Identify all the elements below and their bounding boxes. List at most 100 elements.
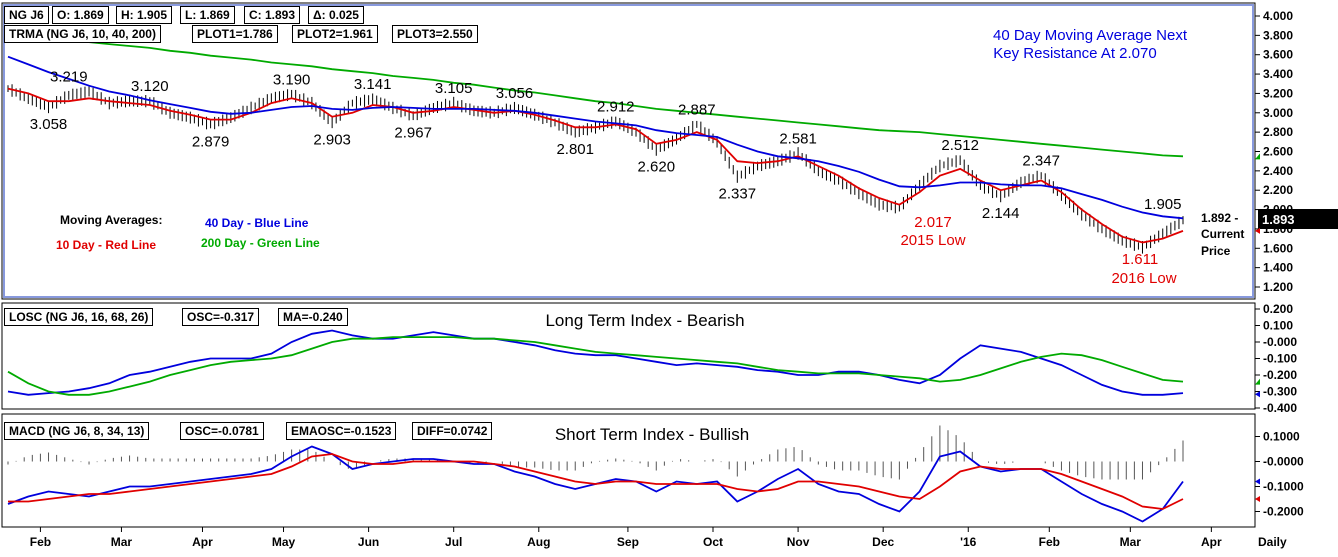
price-axis-tick-label: 3.600 bbox=[1263, 48, 1293, 62]
price-axis-tick-label: 1.200 bbox=[1263, 280, 1293, 294]
hdr4-field: MACD (NG J6, 8, 34, 13) bbox=[4, 422, 150, 440]
losc-line-blue bbox=[7, 329, 1184, 396]
value-label: 2.337 bbox=[719, 186, 757, 203]
month-label: Mar bbox=[111, 535, 133, 549]
hdr2-field: PLOT2=1.961 bbox=[292, 25, 378, 43]
price-axis-tick-label: 1.600 bbox=[1263, 241, 1293, 255]
hdr1-field: NG J6 bbox=[4, 6, 49, 24]
price-axis-tick-label: 1.400 bbox=[1263, 261, 1293, 275]
resistance-note-line2: Key Resistance At 2.070 bbox=[993, 45, 1156, 62]
month-label: Feb bbox=[1039, 535, 1060, 549]
value-label: 2.144 bbox=[982, 205, 1020, 222]
hdr1-field: L: 1.869 bbox=[180, 6, 235, 24]
macd-panel-frame bbox=[1, 413, 1256, 528]
price-axis-tick-label: 4.000 bbox=[1263, 9, 1293, 23]
hdr4-field: DIFF=0.0742 bbox=[412, 422, 493, 440]
low-2015-label: 2015 Low bbox=[900, 232, 965, 249]
losc-axis-tick-label: -0.100 bbox=[1263, 352, 1297, 366]
price-axis-tick-label: 3.200 bbox=[1263, 86, 1293, 100]
losc-lines bbox=[7, 329, 1184, 396]
losc-ma-marker bbox=[1255, 378, 1260, 385]
resistance-note-line1: 40 Day Moving Average Next bbox=[993, 27, 1188, 44]
price-axis-tick-label: 2.400 bbox=[1263, 164, 1293, 178]
value-label: 2.620 bbox=[638, 159, 676, 176]
legend-title: Moving Averages: bbox=[60, 213, 162, 227]
price-axis-tick-label: 2.200 bbox=[1263, 183, 1293, 197]
value-label: 3.141 bbox=[354, 76, 392, 93]
hdr3-field: MA=-0.240 bbox=[278, 308, 348, 326]
macd-ema-marker bbox=[1255, 496, 1260, 502]
losc-axis-tick-label: 0.200 bbox=[1263, 302, 1293, 316]
month-label: Jun bbox=[358, 535, 379, 549]
value-label: 2.347 bbox=[1022, 153, 1060, 170]
value-label: 1.905 bbox=[1144, 196, 1182, 213]
value-label: 3.190 bbox=[273, 71, 311, 88]
current-price-box-text: 1.893 bbox=[1262, 212, 1295, 227]
value-label: 2.581 bbox=[779, 130, 817, 147]
hdr4-field: EMAOSC=-0.1523 bbox=[286, 422, 397, 440]
moving-average-lines bbox=[7, 34, 1184, 244]
month-label: Jul bbox=[445, 535, 462, 549]
month-label: Dec bbox=[872, 535, 894, 549]
red-last-marker bbox=[1255, 227, 1260, 234]
price-axis-tick-label: 2.600 bbox=[1263, 145, 1293, 159]
month-label: May bbox=[272, 535, 296, 549]
losc-panel-frame bbox=[1, 302, 1256, 410]
current-word: Current bbox=[1201, 227, 1244, 241]
macd-title: Short Term Index - Bullish bbox=[555, 425, 749, 444]
price-axis-tick-label: 3.800 bbox=[1263, 28, 1293, 42]
current-price-label: 1.892 - bbox=[1201, 211, 1238, 225]
low-2015-value: 2.017 bbox=[914, 214, 952, 231]
month-label: '16 bbox=[960, 535, 977, 549]
value-label: 2.967 bbox=[394, 125, 432, 142]
month-label: Apr bbox=[192, 535, 213, 549]
legend-10-day: 10 Day - Red Line bbox=[56, 238, 156, 252]
ma-line-blue bbox=[7, 55, 1184, 220]
legend-40-day: 40 Day - Blue Line bbox=[205, 216, 309, 230]
hdr1-field: C: 1.893 bbox=[244, 6, 301, 24]
losc-axis-tick-label: -0.400 bbox=[1263, 401, 1297, 415]
value-label: 2.801 bbox=[556, 141, 594, 158]
peak-trough-labels: 3.219 3.058 3.120 2.879 3.190 2.903 3.141 2.967… bbox=[30, 68, 1182, 222]
macd-axis-tick-label: -0.1000 bbox=[1263, 480, 1304, 494]
macd-axis-tick-label: -0.0000 bbox=[1263, 455, 1304, 469]
value-label: 3.120 bbox=[131, 78, 169, 95]
price-axis-tick-label: 3.000 bbox=[1263, 106, 1293, 120]
price-word: Price bbox=[1201, 244, 1231, 258]
hdr2-field: PLOT1=1.786 bbox=[192, 25, 278, 43]
month-label: Sep bbox=[617, 535, 639, 549]
low-2016-label: 2016 Low bbox=[1111, 270, 1176, 287]
losc-axis-tick-label: 0.100 bbox=[1263, 319, 1293, 333]
hdr2-field: TRMA (NG J6, 10, 40, 200) bbox=[4, 25, 161, 43]
value-label: 2.903 bbox=[313, 131, 351, 148]
x-axis: Feb Mar Apr May Jun Jul Aug Sep Oct Nov Dec '16 Feb M… bbox=[30, 527, 1287, 549]
main-panel-inner-border bbox=[3, 4, 1254, 298]
low-2016-value: 1.611 bbox=[1122, 251, 1158, 268]
value-label: 3.058 bbox=[30, 116, 68, 133]
month-label: Feb bbox=[30, 535, 51, 549]
value-label: 2.887 bbox=[678, 101, 716, 118]
month-label: Apr bbox=[1201, 535, 1222, 549]
price-axis-tick-label: 3.400 bbox=[1263, 67, 1293, 81]
hdr4-field: OSC=-0.0781 bbox=[180, 422, 264, 440]
month-label: Oct bbox=[703, 535, 723, 549]
losc-axis-tick-label: -0.000 bbox=[1263, 335, 1297, 349]
month-label: Mar bbox=[1120, 535, 1142, 549]
hdr1-field: H: 1.905 bbox=[116, 6, 173, 24]
period-label: Daily bbox=[1258, 535, 1287, 549]
hdr3-field: OSC=-0.317 bbox=[182, 308, 260, 326]
losc-line-green bbox=[7, 336, 1184, 396]
hdr1-field: Δ: 0.025 bbox=[308, 6, 364, 24]
losc-osc-marker bbox=[1255, 391, 1260, 398]
value-label: 3.056 bbox=[496, 85, 534, 102]
hdr1-field: O: 1.869 bbox=[52, 6, 109, 24]
current-price-box bbox=[1258, 209, 1338, 229]
hdr3-field: LOSC (NG J6, 16, 68, 26) bbox=[4, 308, 154, 326]
value-label: 3.105 bbox=[435, 80, 473, 97]
value-label: 2.512 bbox=[941, 137, 979, 154]
value-label: 2.879 bbox=[192, 133, 230, 150]
macd-axis-tick-label: 0.1000 bbox=[1263, 430, 1300, 444]
macd-osc-marker bbox=[1255, 478, 1260, 485]
losc-axis-tick-label: -0.200 bbox=[1263, 368, 1297, 382]
legend-200-day: 200 Day - Green Line bbox=[201, 236, 320, 250]
